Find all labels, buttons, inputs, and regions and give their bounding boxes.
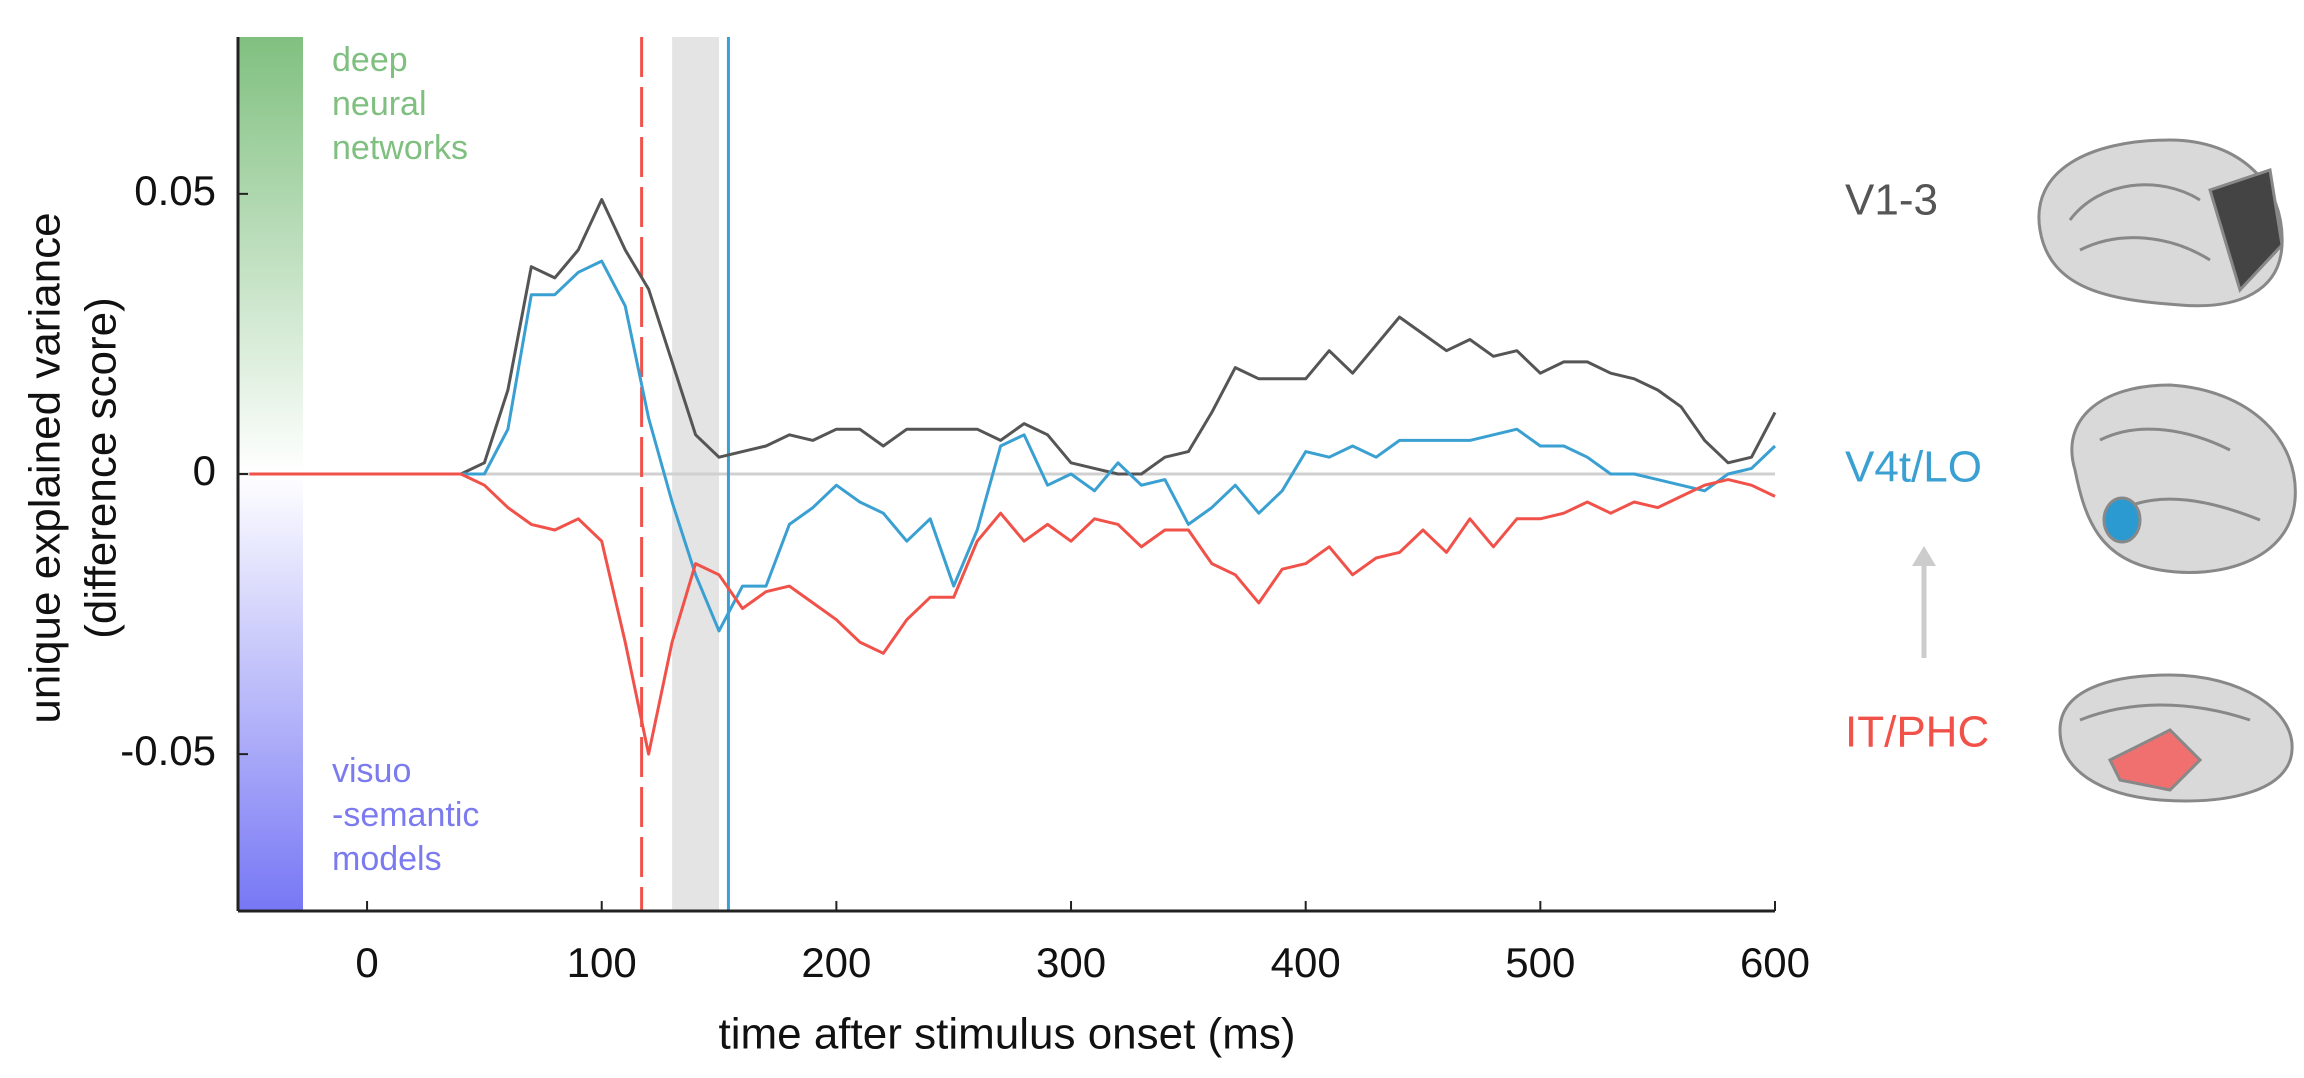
color-bars [238, 37, 303, 911]
annotation: models [332, 840, 442, 878]
series-line [249, 472, 1776, 756]
y-tick-label: 0.05 [134, 167, 216, 214]
legend-label: V4t/LO [1845, 443, 1982, 492]
brain-icon [2070, 383, 2297, 574]
x-tick-label: 500 [1505, 939, 1575, 986]
annotation: deep [332, 41, 408, 79]
x-axis-label: time after stimulus onset (ms) [718, 1010, 1295, 1059]
brain-icon [2037, 138, 2284, 308]
x-tick-label: 100 [567, 939, 637, 986]
y-tick-label: -0.05 [120, 727, 216, 774]
annotation: networks [332, 129, 468, 167]
y-tick-label: 0 [193, 447, 216, 494]
x-tick-label: 300 [1036, 939, 1106, 986]
arrow [1912, 546, 1936, 658]
y-axis-label: (difference score) [77, 297, 126, 639]
legend-label: V1-3 [1845, 176, 1938, 225]
x-tick-label: 400 [1271, 939, 1341, 986]
series-line [249, 198, 1777, 476]
annotation: neural [332, 85, 427, 123]
y-axis-label: unique explained variance [21, 212, 70, 723]
brain-icon [2058, 673, 2294, 803]
x-tick-label: 600 [1740, 939, 1810, 986]
legend-label: IT/PHC [1845, 708, 1989, 757]
color-bar [238, 474, 303, 911]
color-bar [238, 37, 303, 474]
x-tick-label: 200 [801, 939, 871, 986]
annotation: visuo [332, 752, 411, 790]
series-line [249, 259, 1777, 633]
annotation: -semantic [332, 796, 479, 834]
plot: -0.05 0 0.05 0 100 200 300 400 500 600 deep neural n… [120, 37, 1810, 986]
x-tick-label: 0 [355, 939, 378, 986]
